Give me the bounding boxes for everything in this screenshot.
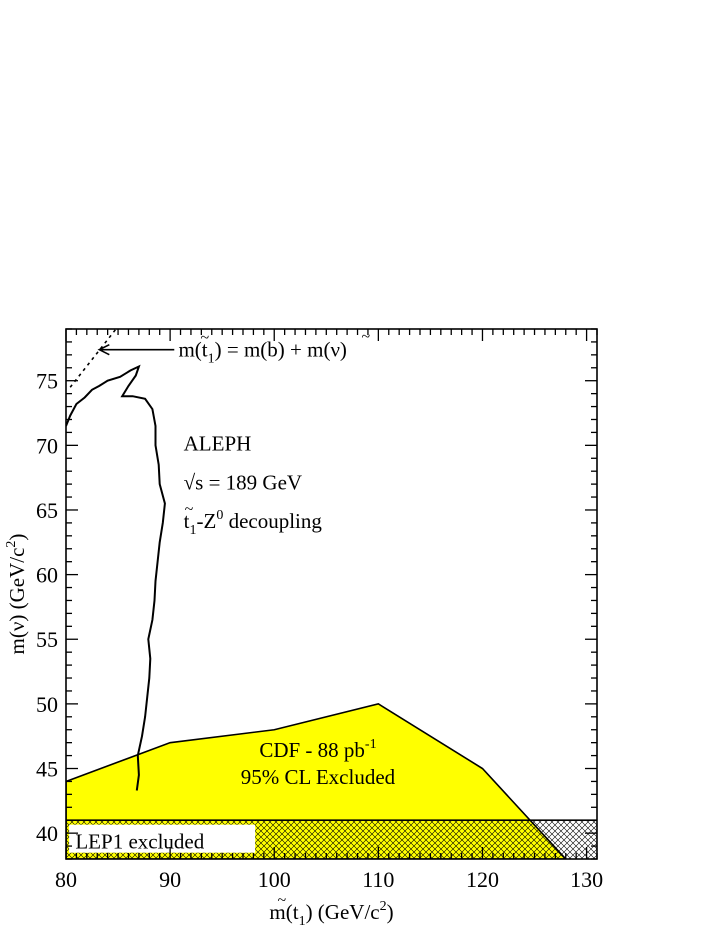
y-tick-label: 75 (36, 369, 58, 394)
energy-label: √s = 189 GeV (184, 470, 302, 494)
x-axis-label-tilde: ~ (278, 892, 287, 909)
y-tick-label: 50 (36, 692, 58, 717)
x-tick-label: 120 (466, 867, 499, 892)
x-axis-label: m(t1) (GeV/c2) (269, 899, 393, 926)
y-tick-label: 40 (36, 821, 58, 846)
plot-frame (65, 328, 598, 860)
x-tick-label: 110 (362, 867, 394, 892)
y-tick-label: 60 (36, 563, 58, 588)
x-tick-label: 90 (159, 867, 181, 892)
x-tick-label: 80 (55, 867, 77, 892)
x-tick-label: 130 (570, 867, 603, 892)
experiment-label: ALEPH (184, 432, 252, 456)
y-tick-label: 45 (36, 757, 58, 782)
y-axis-label: m(ν) (GeV/c2) (4, 534, 29, 655)
lep1-label-background (69, 824, 256, 853)
relation-arrow-head (97, 343, 110, 356)
lep1-label: LEP1 excluded (75, 830, 204, 854)
kinematic-limit-line (69, 329, 117, 388)
decoupling-label: t1-Z0 decoupling (184, 508, 323, 538)
y-tick-label: 70 (36, 433, 58, 458)
relation-tilde: ~ (200, 330, 209, 347)
relation-tilde-nu: ~ (361, 329, 370, 346)
y-tick-label: 55 (36, 627, 58, 652)
x-tick-label: 100 (258, 867, 291, 892)
decoupling-tilde: ~ (185, 501, 194, 518)
axis-ticks (65, 328, 598, 860)
y-tick-label: 65 (36, 498, 58, 523)
axis-tick-labels: 80 90 100 110 120 130 40 45 50 55 60 65 70 75 (36, 369, 603, 892)
cdf-label-line1: CDF - 88 pb-1 (259, 737, 376, 762)
relation-label: m(t1) = m(b) + m(ν) (178, 338, 347, 367)
exclusion-contour-line (66, 364, 166, 791)
cdf-label-line2: 95% CL Excluded (241, 765, 396, 789)
